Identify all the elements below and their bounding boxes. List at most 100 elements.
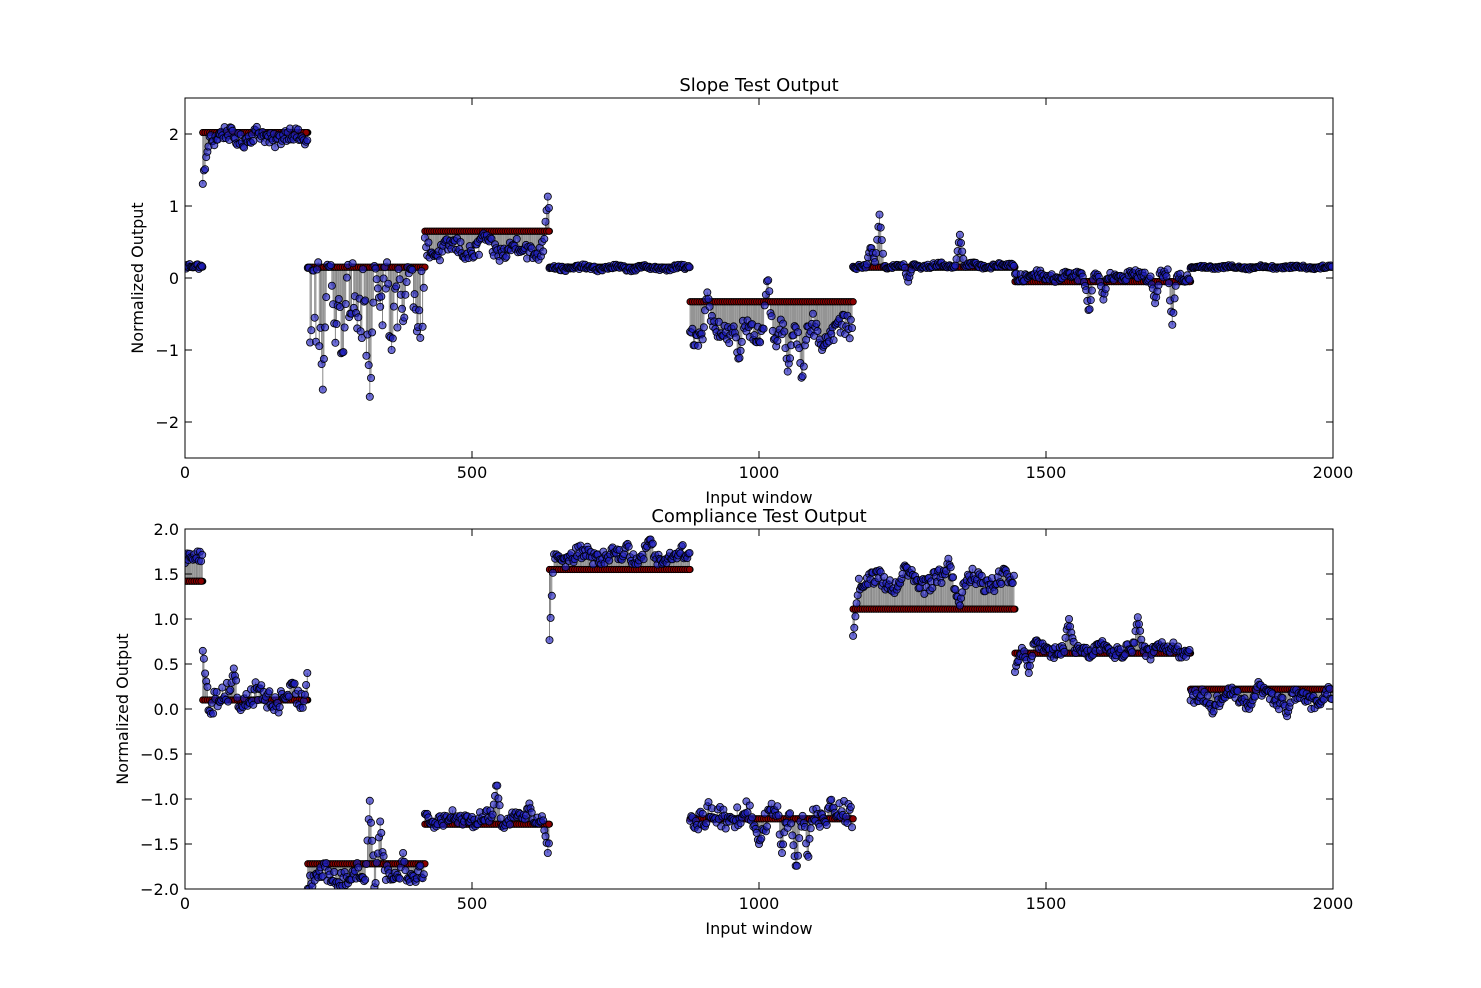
output-point	[872, 249, 881, 258]
output-point	[1169, 308, 1178, 317]
output-point	[827, 795, 836, 804]
y-tick-label: 0.0	[154, 700, 179, 719]
output-point	[788, 831, 797, 840]
output-point	[694, 341, 703, 350]
output-point	[745, 801, 754, 810]
output-point	[300, 690, 309, 699]
output-point	[209, 709, 218, 718]
output-point	[1154, 281, 1163, 290]
output-point	[389, 302, 398, 311]
target-point	[1010, 605, 1018, 613]
output-point	[410, 290, 419, 299]
output-point	[303, 136, 312, 145]
output-point	[1101, 284, 1110, 293]
x-tick-label: 1000	[739, 894, 780, 913]
output-point	[877, 236, 886, 245]
output-point	[249, 700, 258, 709]
x-tick-label: 0	[180, 463, 190, 482]
output-point	[1171, 281, 1180, 290]
output-point	[779, 319, 788, 328]
output-point	[1130, 638, 1139, 647]
output-point	[955, 230, 964, 239]
output-point	[639, 555, 648, 564]
output-point	[371, 879, 380, 888]
x-tick-label: 0	[180, 894, 190, 913]
output-point	[812, 319, 821, 328]
output-point	[233, 693, 242, 702]
output-point	[198, 550, 207, 559]
output-point	[322, 859, 331, 868]
output-point	[1116, 645, 1125, 654]
output-point	[541, 832, 550, 841]
output-point	[319, 354, 328, 363]
output-point	[242, 690, 251, 699]
output-point	[527, 808, 536, 817]
output-point	[822, 821, 831, 830]
output-point	[548, 568, 557, 577]
output-point	[951, 261, 960, 270]
output-point	[415, 306, 424, 315]
output-point	[424, 238, 433, 247]
output-point	[1086, 296, 1095, 305]
output-point	[198, 179, 207, 188]
output-point	[358, 265, 367, 274]
compliance-test-title: Compliance Test Output	[651, 506, 866, 527]
output-point	[488, 810, 497, 819]
output-point	[416, 333, 425, 342]
y-tick-label: 2	[169, 125, 179, 144]
output-point	[419, 870, 428, 879]
output-point	[786, 354, 795, 363]
slope-test-xlabel: Input window	[705, 488, 812, 507]
slope-test-marks	[185, 122, 1333, 401]
output-point	[1060, 647, 1069, 656]
x-tick-label: 1500	[1026, 463, 1067, 482]
output-point	[794, 328, 803, 337]
output-point	[1162, 272, 1171, 281]
compliance-test-marks	[185, 535, 1333, 889]
output-point	[714, 317, 723, 326]
output-point	[678, 541, 687, 550]
output-point	[875, 210, 884, 219]
output-point	[705, 302, 714, 311]
slope-test-title: Slope Test Output	[679, 75, 838, 96]
output-point	[764, 276, 773, 285]
output-point	[197, 557, 206, 566]
output-point	[725, 339, 734, 348]
output-point	[748, 813, 757, 822]
output-point	[199, 654, 208, 663]
output-point	[846, 802, 855, 811]
output-point	[382, 258, 391, 267]
output-point	[795, 834, 804, 843]
output-point	[512, 234, 521, 243]
output-point	[783, 367, 792, 376]
output-point	[379, 274, 388, 283]
output-point	[756, 338, 765, 347]
output-point	[384, 279, 393, 288]
y-tick-label: −2.0	[140, 880, 179, 899]
output-point	[327, 281, 336, 290]
output-point	[201, 669, 210, 678]
output-point	[356, 327, 365, 336]
output-point	[958, 588, 967, 597]
output-point	[341, 299, 350, 308]
output-point	[852, 599, 861, 608]
output-point	[203, 682, 212, 691]
output-point	[439, 821, 448, 830]
output-point	[850, 623, 859, 632]
output-point	[1061, 633, 1070, 642]
output-point	[394, 264, 403, 273]
output-point	[848, 823, 857, 832]
output-point	[955, 601, 964, 610]
output-point	[809, 309, 818, 318]
output-point	[366, 373, 375, 382]
output-point	[249, 136, 258, 145]
output-point	[949, 573, 958, 582]
output-point	[331, 338, 340, 347]
output-point	[547, 591, 556, 600]
output-point	[257, 681, 266, 690]
output-point	[854, 574, 863, 583]
output-point	[340, 323, 349, 332]
output-point	[540, 234, 549, 243]
output-point	[361, 296, 370, 305]
output-point	[314, 258, 323, 267]
